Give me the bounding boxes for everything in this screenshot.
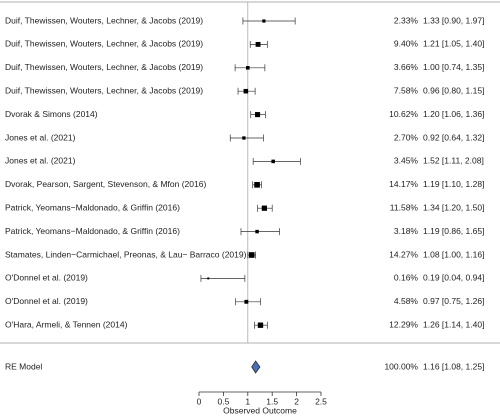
study-label: Patrick, Yeomans−Maldonado, & Griffin (2… xyxy=(5,202,180,212)
study-label: Jones et al. (2021) xyxy=(5,132,76,142)
x-axis-label: Observed Outcome xyxy=(223,405,297,415)
estimate-label: 1.21 [1.05, 1.40] xyxy=(423,39,484,49)
weight-label: 9.40% xyxy=(394,39,419,49)
study-label: O'Donnel et al. (2019) xyxy=(5,296,88,306)
weight-label: 14.27% xyxy=(389,249,418,259)
study-label: Duif, Thewissen, Wouters, Lechner, & Jac… xyxy=(5,15,203,25)
x-tick-label: 1 xyxy=(245,396,250,406)
weight-label: 2.70% xyxy=(394,132,419,142)
weight-label: 3.18% xyxy=(394,226,419,236)
summary-estimate: 1.16 [1.08, 1.25] xyxy=(423,361,484,371)
estimate-label: 1.33 [0.90, 1.97] xyxy=(423,15,484,25)
x-tick-label: 0.5 xyxy=(217,396,229,406)
estimate-point xyxy=(257,322,264,328)
estimate-label: 1.19 [0.86, 1.65] xyxy=(423,226,484,236)
weight-label: 10.62% xyxy=(389,109,418,119)
estimate-point xyxy=(245,65,250,70)
study-label: O'Hara, Armeli, & Tennen (2014) xyxy=(5,319,128,329)
estimate-point xyxy=(262,19,266,23)
summary-label: RE Model xyxy=(5,361,42,371)
study-label: Duif, Thewissen, Wouters, Lechner, & Jac… xyxy=(5,62,203,72)
weight-label: 14.17% xyxy=(389,179,418,189)
weight-label: 3.45% xyxy=(394,156,419,166)
study-label: O'Donnel et al. (2019) xyxy=(5,273,88,283)
estimate-label: 0.96 [0.80, 1.15] xyxy=(423,85,484,95)
estimate-point xyxy=(243,88,249,94)
study-label: Dvorak, Pearson, Sargent, Stevenson, & M… xyxy=(5,179,206,189)
summary-diamond xyxy=(251,360,261,374)
weight-label: 4.58% xyxy=(394,296,419,306)
weight-label: 7.58% xyxy=(394,85,419,95)
estimate-point xyxy=(248,252,255,258)
estimate-label: 1.20 [1.06, 1.36] xyxy=(423,109,484,119)
estimate-point xyxy=(255,229,259,234)
estimate-point xyxy=(255,112,261,118)
estimate-point xyxy=(207,277,210,280)
summary-weight: 100.00% xyxy=(384,361,418,371)
study-label: Dvorak & Simons (2014) xyxy=(5,109,98,119)
estimate-label: 1.00 [0.74, 1.35] xyxy=(423,62,484,72)
estimate-label: 1.08 [1.00, 1.16] xyxy=(423,249,484,259)
weight-label: 0.16% xyxy=(394,273,419,283)
estimate-label: 0.92 [0.64, 1.32] xyxy=(423,132,484,142)
estimate-point xyxy=(244,299,249,304)
weight-label: 2.33% xyxy=(394,15,419,25)
study-label: Jones et al. (2021) xyxy=(5,156,76,166)
x-tick-label: 2 xyxy=(294,396,299,406)
x-tick-label: 1.5 xyxy=(266,396,278,406)
x-tick-label: 2.5 xyxy=(315,396,327,406)
estimate-point xyxy=(261,205,268,211)
estimate-label: 1.52 [1.11, 2.08] xyxy=(423,156,484,166)
estimate-point xyxy=(271,159,275,164)
estimate-label: 1.19 [1.10, 1.28] xyxy=(423,179,484,189)
study-label: Duif, Thewissen, Wouters, Lechner, & Jac… xyxy=(5,85,203,95)
estimate-label: 0.97 [0.75, 1.26] xyxy=(423,296,484,306)
weight-label: 12.29% xyxy=(389,319,418,329)
estimate-point xyxy=(254,181,260,188)
study-label: Patrick, Yeomans−Maldonado, & Griffin (2… xyxy=(5,226,180,236)
study-label: Duif, Thewissen, Wouters, Lechner, & Jac… xyxy=(5,39,203,49)
study-label: Stamates, Linden−Carmichael, Preonas, & … xyxy=(5,249,247,259)
weight-label: 11.58% xyxy=(390,202,419,212)
x-tick-label: 0 xyxy=(197,396,202,406)
estimate-point xyxy=(255,41,261,47)
estimate-label: 0.19 [0.04, 0.94] xyxy=(423,273,484,283)
estimate-point xyxy=(242,136,246,140)
estimate-label: 1.26 [1.14, 1.40] xyxy=(423,319,484,329)
estimate-label: 1.34 [1.20, 1.50] xyxy=(423,202,484,212)
weight-label: 3.66% xyxy=(394,62,419,72)
